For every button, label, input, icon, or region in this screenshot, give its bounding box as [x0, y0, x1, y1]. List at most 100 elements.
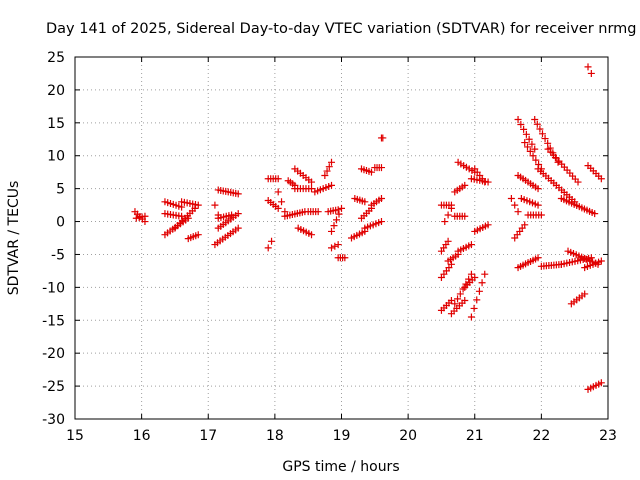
data-point	[473, 296, 481, 304]
data-point	[511, 201, 519, 209]
x-tick-label: 17	[199, 428, 217, 444]
data-point	[234, 190, 242, 198]
data-point	[538, 130, 546, 138]
x-tick-label: 18	[266, 428, 284, 444]
data-point	[467, 270, 475, 278]
data-point	[328, 227, 336, 235]
data-point	[534, 185, 542, 193]
data-point	[534, 254, 542, 262]
data-point	[534, 201, 542, 209]
data-point	[537, 211, 545, 219]
data-point	[308, 178, 316, 186]
data-point	[330, 222, 338, 230]
data-point	[461, 212, 469, 220]
data-point	[194, 201, 202, 209]
data-point	[584, 63, 592, 71]
data-point	[514, 208, 522, 216]
y-tick-label: 0	[56, 215, 65, 231]
data-point	[528, 140, 536, 148]
y-tick-label: -15	[42, 313, 65, 329]
data-point	[228, 211, 236, 219]
data-point	[377, 218, 385, 226]
data-point	[532, 156, 540, 164]
data-point	[520, 125, 528, 133]
data-point	[481, 270, 489, 278]
y-tick-label: 20	[47, 83, 65, 99]
data-point	[574, 178, 582, 186]
data-point	[529, 152, 537, 160]
data-point	[447, 204, 455, 212]
data-point	[581, 290, 589, 298]
x-tick-label: 22	[532, 428, 550, 444]
grid-lines	[75, 57, 608, 419]
y-tick-label: -10	[42, 280, 65, 296]
data-point	[587, 69, 595, 77]
data-point	[338, 204, 345, 212]
data-point	[321, 171, 329, 179]
y-axis-label: SDTVAR / TECUs	[6, 181, 22, 296]
data-point	[361, 198, 369, 206]
data-point	[328, 244, 336, 252]
data-point	[475, 287, 483, 295]
data-point	[597, 257, 605, 265]
data-point	[444, 237, 452, 245]
data-point	[467, 313, 475, 321]
data-point	[328, 158, 336, 166]
x-tick-label: 19	[333, 428, 351, 444]
data-point	[517, 120, 525, 128]
data-point	[591, 210, 599, 218]
y-axis-tick-labels: -30 -25 -20 -15 -10 -5 0 5 10 15 20 25	[42, 50, 65, 428]
data-point	[194, 231, 202, 239]
data-point	[334, 206, 342, 214]
data-point	[447, 297, 455, 305]
data-point	[141, 212, 149, 220]
y-tick-label: 25	[47, 50, 65, 66]
data-point	[523, 143, 531, 151]
data-point	[526, 147, 534, 155]
data-point	[554, 158, 562, 166]
x-tick-label: 20	[399, 428, 417, 444]
data-point	[444, 211, 452, 219]
data-point	[234, 210, 242, 218]
y-tick-label: -30	[42, 412, 65, 428]
data-point	[459, 285, 467, 293]
data-point	[471, 273, 479, 281]
data-point	[597, 379, 605, 387]
x-tick-label: 15	[66, 428, 84, 444]
y-tick-label: 10	[47, 149, 65, 165]
data-point	[334, 241, 342, 249]
data-point	[514, 116, 522, 124]
data-point	[521, 139, 529, 147]
data-point	[341, 254, 349, 262]
data-point	[478, 279, 486, 287]
data-point	[441, 218, 449, 226]
x-tick-label: 23	[599, 428, 617, 444]
data-point	[461, 297, 469, 305]
data-point	[268, 237, 276, 245]
data-point	[278, 198, 286, 206]
data-point	[531, 116, 539, 124]
data-point	[377, 195, 385, 203]
y-tick-label: 5	[56, 182, 65, 198]
data-point	[451, 300, 459, 308]
data-point	[447, 260, 455, 268]
y-tick-label: -25	[42, 379, 65, 395]
data-point	[335, 210, 343, 218]
data-point	[462, 280, 470, 288]
x-tick-label: 16	[133, 428, 151, 444]
x-axis-label: GPS time / hours	[282, 459, 399, 475]
data-point	[465, 275, 473, 283]
plot-frame	[74, 56, 609, 420]
data-point	[214, 211, 222, 219]
data-point	[536, 125, 544, 133]
data-point	[377, 164, 385, 172]
data-point	[484, 221, 492, 229]
data-point	[323, 167, 331, 175]
data-point	[597, 175, 605, 183]
x-axis-tick-labels: 15 16 17 18 19 20 21 22 23	[66, 428, 617, 444]
data-point	[308, 231, 316, 239]
data-point	[191, 204, 199, 212]
y-tick-label: -5	[51, 247, 65, 263]
data-point	[470, 304, 478, 312]
data-point	[264, 244, 272, 252]
